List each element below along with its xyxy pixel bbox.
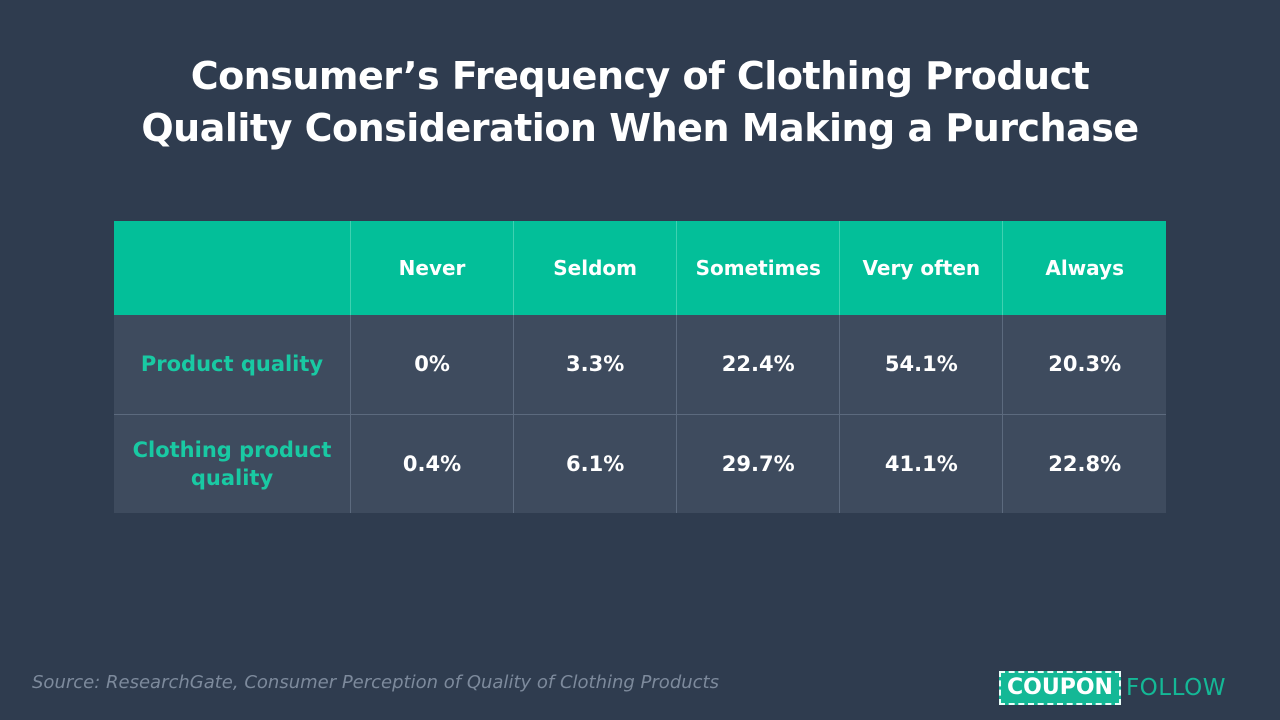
logo-follow-text: FOLLOW <box>1125 675 1226 701</box>
row-label-clothing-product-quality: Clothing product quality <box>114 414 351 513</box>
cell-product-never: 0% <box>350 315 515 414</box>
cell-product-seldom: 3.3% <box>513 315 678 414</box>
frequency-table: Never Seldom Sometimes Very often Always… <box>114 221 1166 513</box>
header-never: Never <box>350 221 515 315</box>
logo-coupon-text: COUPON <box>999 671 1121 705</box>
header-very-often: Very often <box>839 221 1004 315</box>
row-label-product-quality: Product quality <box>114 315 351 414</box>
source-note: Source: ResearchGate, Consumer Perceptio… <box>32 672 719 693</box>
cell-clothing-sometimes: 29.7% <box>676 414 841 513</box>
cell-clothing-always: 22.8% <box>1048 451 1122 476</box>
header-always: Always <box>1045 256 1124 280</box>
header-sometimes: Sometimes <box>676 221 841 315</box>
table-row: Clothing product quality 0.4% 6.1% 29.7%… <box>114 414 1166 513</box>
cell-product-very-often: 54.1% <box>839 315 1004 414</box>
cell-product-sometimes: 22.4% <box>676 315 841 414</box>
table-row: Product quality 0% 3.3% 22.4% 54.1% 20.3… <box>114 315 1166 414</box>
header-seldom: Seldom <box>513 221 678 315</box>
cell-product-always: 20.3% <box>1048 352 1122 377</box>
chart-title: Consumer’s Frequency of Clothing Product… <box>0 50 1280 154</box>
header-corner-cell <box>114 221 351 315</box>
couponfollow-logo: COUPON FOLLOW <box>999 671 1226 705</box>
cell-clothing-seldom: 6.1% <box>513 414 678 513</box>
title-line-1: Consumer’s Frequency of Clothing Product <box>190 54 1090 98</box>
table-header-row: Never Seldom Sometimes Very often Always <box>114 221 1166 315</box>
cell-clothing-very-often: 41.1% <box>839 414 1004 513</box>
cell-clothing-never: 0.4% <box>350 414 515 513</box>
title-line-2: Quality Consideration When Making a Purc… <box>141 106 1139 150</box>
